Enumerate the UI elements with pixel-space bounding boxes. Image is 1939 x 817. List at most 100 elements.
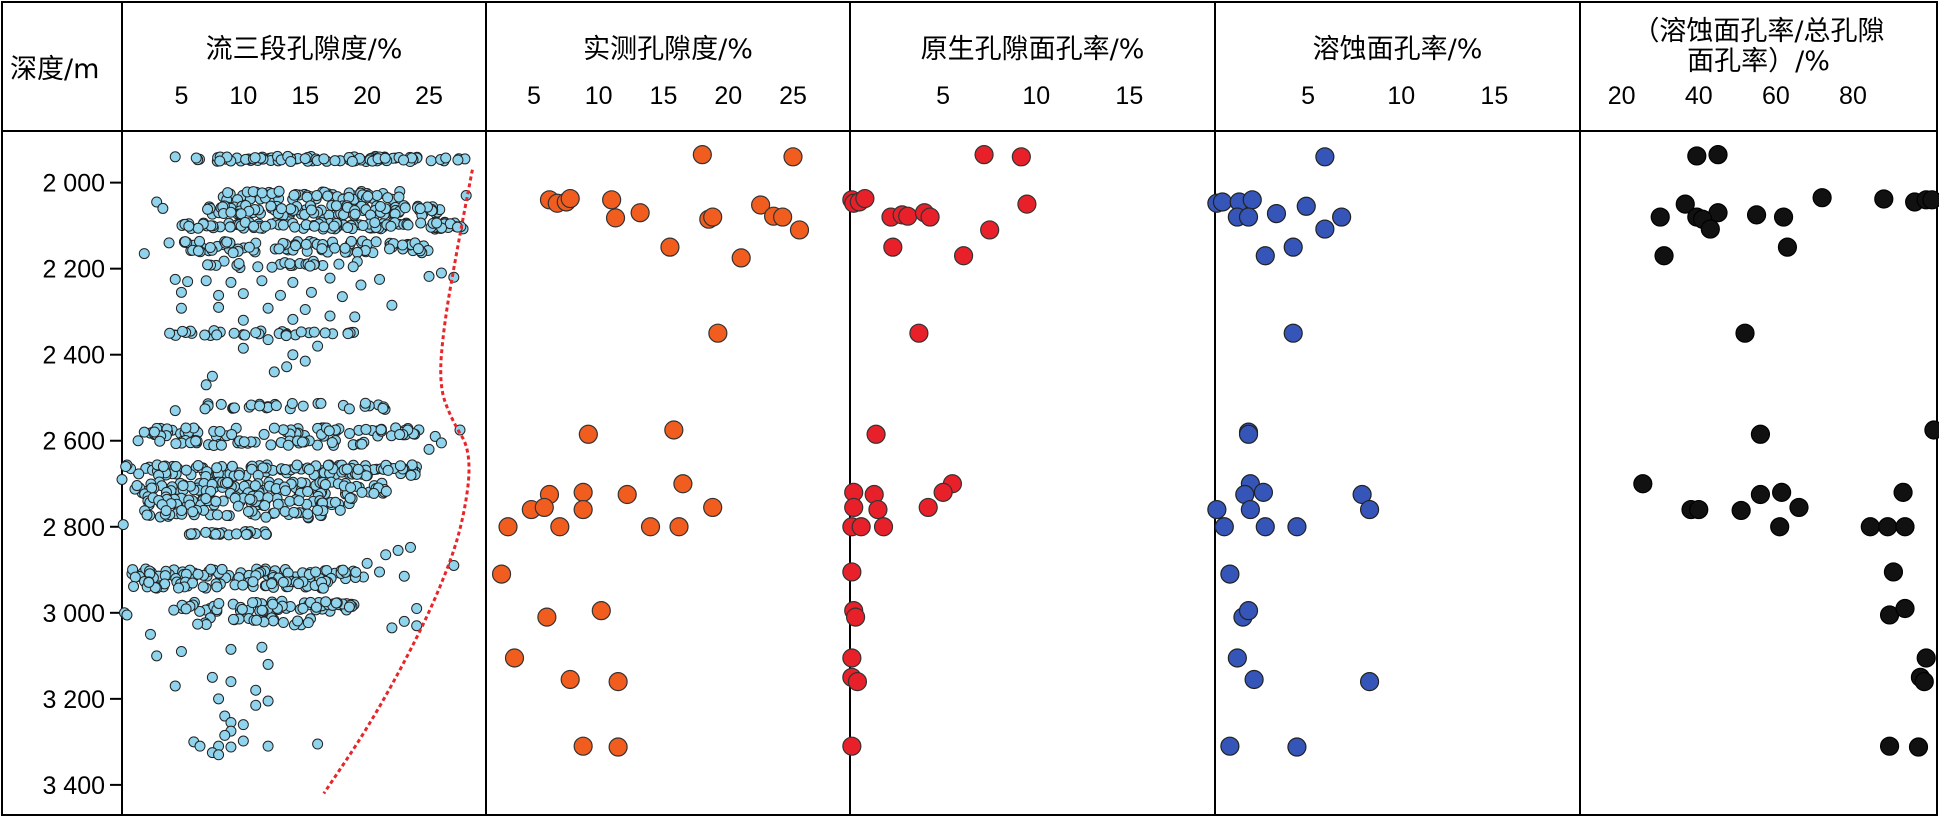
- data-point: [310, 566, 322, 578]
- data-point: [117, 519, 129, 531]
- data-point: [374, 566, 386, 578]
- data-point: [1750, 484, 1771, 505]
- data-point: [286, 397, 298, 409]
- data-point: [228, 402, 240, 414]
- data-point: [268, 366, 280, 378]
- data-point: [297, 602, 309, 614]
- data-point: [415, 217, 427, 229]
- data-point: [1883, 562, 1904, 582]
- x-tick-label: 15: [1480, 82, 1508, 110]
- panel-title-line: 面孔率）/%: [1687, 46, 1830, 77]
- data-point: [317, 582, 329, 594]
- y-tick-label: 2 400: [42, 342, 105, 370]
- data-point: [703, 207, 723, 227]
- data-point: [237, 579, 249, 591]
- data-point: [1296, 196, 1316, 216]
- data-point: [1315, 147, 1335, 167]
- data-point: [602, 190, 622, 210]
- data-point: [236, 603, 248, 615]
- data-point: [237, 735, 249, 747]
- data-point: [397, 239, 409, 251]
- data-point: [256, 275, 268, 287]
- data-point: [423, 270, 435, 282]
- data-point: [346, 155, 358, 167]
- data-point: [190, 435, 202, 447]
- data-point: [355, 279, 367, 291]
- x-tick-label: 15: [1115, 82, 1143, 110]
- data-point: [1238, 424, 1259, 444]
- data-point: [254, 400, 266, 412]
- data-point: [370, 236, 382, 248]
- data-point: [605, 208, 626, 228]
- data-point: [617, 484, 637, 505]
- data-point: [1675, 194, 1695, 214]
- data-point: [287, 276, 299, 288]
- data-point: [242, 506, 254, 518]
- data-point: [157, 202, 169, 214]
- data-point: [260, 511, 272, 523]
- data-point: [1874, 189, 1894, 209]
- x-tick-label: 5: [527, 82, 541, 110]
- data-point: [1893, 482, 1913, 502]
- data-point: [262, 695, 274, 707]
- data-point: [357, 220, 369, 232]
- data-point: [1359, 499, 1380, 520]
- data-point: [206, 671, 218, 683]
- data-point: [194, 235, 206, 247]
- data-point: [233, 469, 245, 481]
- data-point: [141, 509, 153, 521]
- data-point: [116, 473, 128, 485]
- data-point: [491, 564, 512, 584]
- data-point: [375, 424, 387, 436]
- data-point: [1242, 190, 1262, 210]
- data-point: [405, 469, 417, 481]
- data-point: [550, 517, 570, 537]
- data-point: [129, 571, 141, 583]
- data-point: [692, 145, 712, 165]
- data-point: [170, 461, 182, 473]
- data-point: [214, 426, 226, 438]
- data-point: [288, 506, 300, 518]
- data-point: [398, 154, 410, 166]
- data-point: [1922, 190, 1939, 210]
- data-point: [1255, 517, 1275, 537]
- data-point: [252, 261, 264, 273]
- data-point: [151, 650, 163, 662]
- data-point: [185, 528, 197, 540]
- data-point: [379, 152, 391, 164]
- data-point: [316, 243, 328, 255]
- data-point: [176, 505, 188, 517]
- data-point: [310, 601, 322, 613]
- data-point: [211, 509, 223, 521]
- data-point: [398, 615, 410, 627]
- data-point: [349, 208, 361, 220]
- data-point: [953, 246, 974, 266]
- data-point: [560, 188, 580, 209]
- data-point: [251, 614, 263, 626]
- data-point: [120, 461, 132, 473]
- data-point: [192, 222, 204, 234]
- data-point: [211, 329, 223, 341]
- data-point: [179, 236, 191, 248]
- data-point: [302, 486, 314, 498]
- data-point: [708, 323, 728, 343]
- data-point: [228, 327, 240, 339]
- data-point: [225, 206, 237, 218]
- x-tick-label: 20: [353, 82, 381, 110]
- data-point: [213, 749, 225, 761]
- data-point: [1011, 147, 1031, 167]
- data-point: [247, 576, 259, 588]
- data-point: [319, 327, 331, 339]
- data-point: [243, 241, 255, 253]
- data-point: [276, 203, 288, 215]
- data-point: [248, 220, 260, 232]
- data-point: [232, 500, 244, 512]
- data-point: [329, 242, 341, 254]
- data-point: [352, 463, 364, 475]
- data-point: [1212, 192, 1233, 212]
- data-point: [163, 237, 175, 249]
- data-point: [288, 189, 300, 201]
- x-tick-label: 25: [779, 82, 807, 110]
- data-point: [157, 461, 169, 473]
- data-point: [230, 528, 242, 540]
